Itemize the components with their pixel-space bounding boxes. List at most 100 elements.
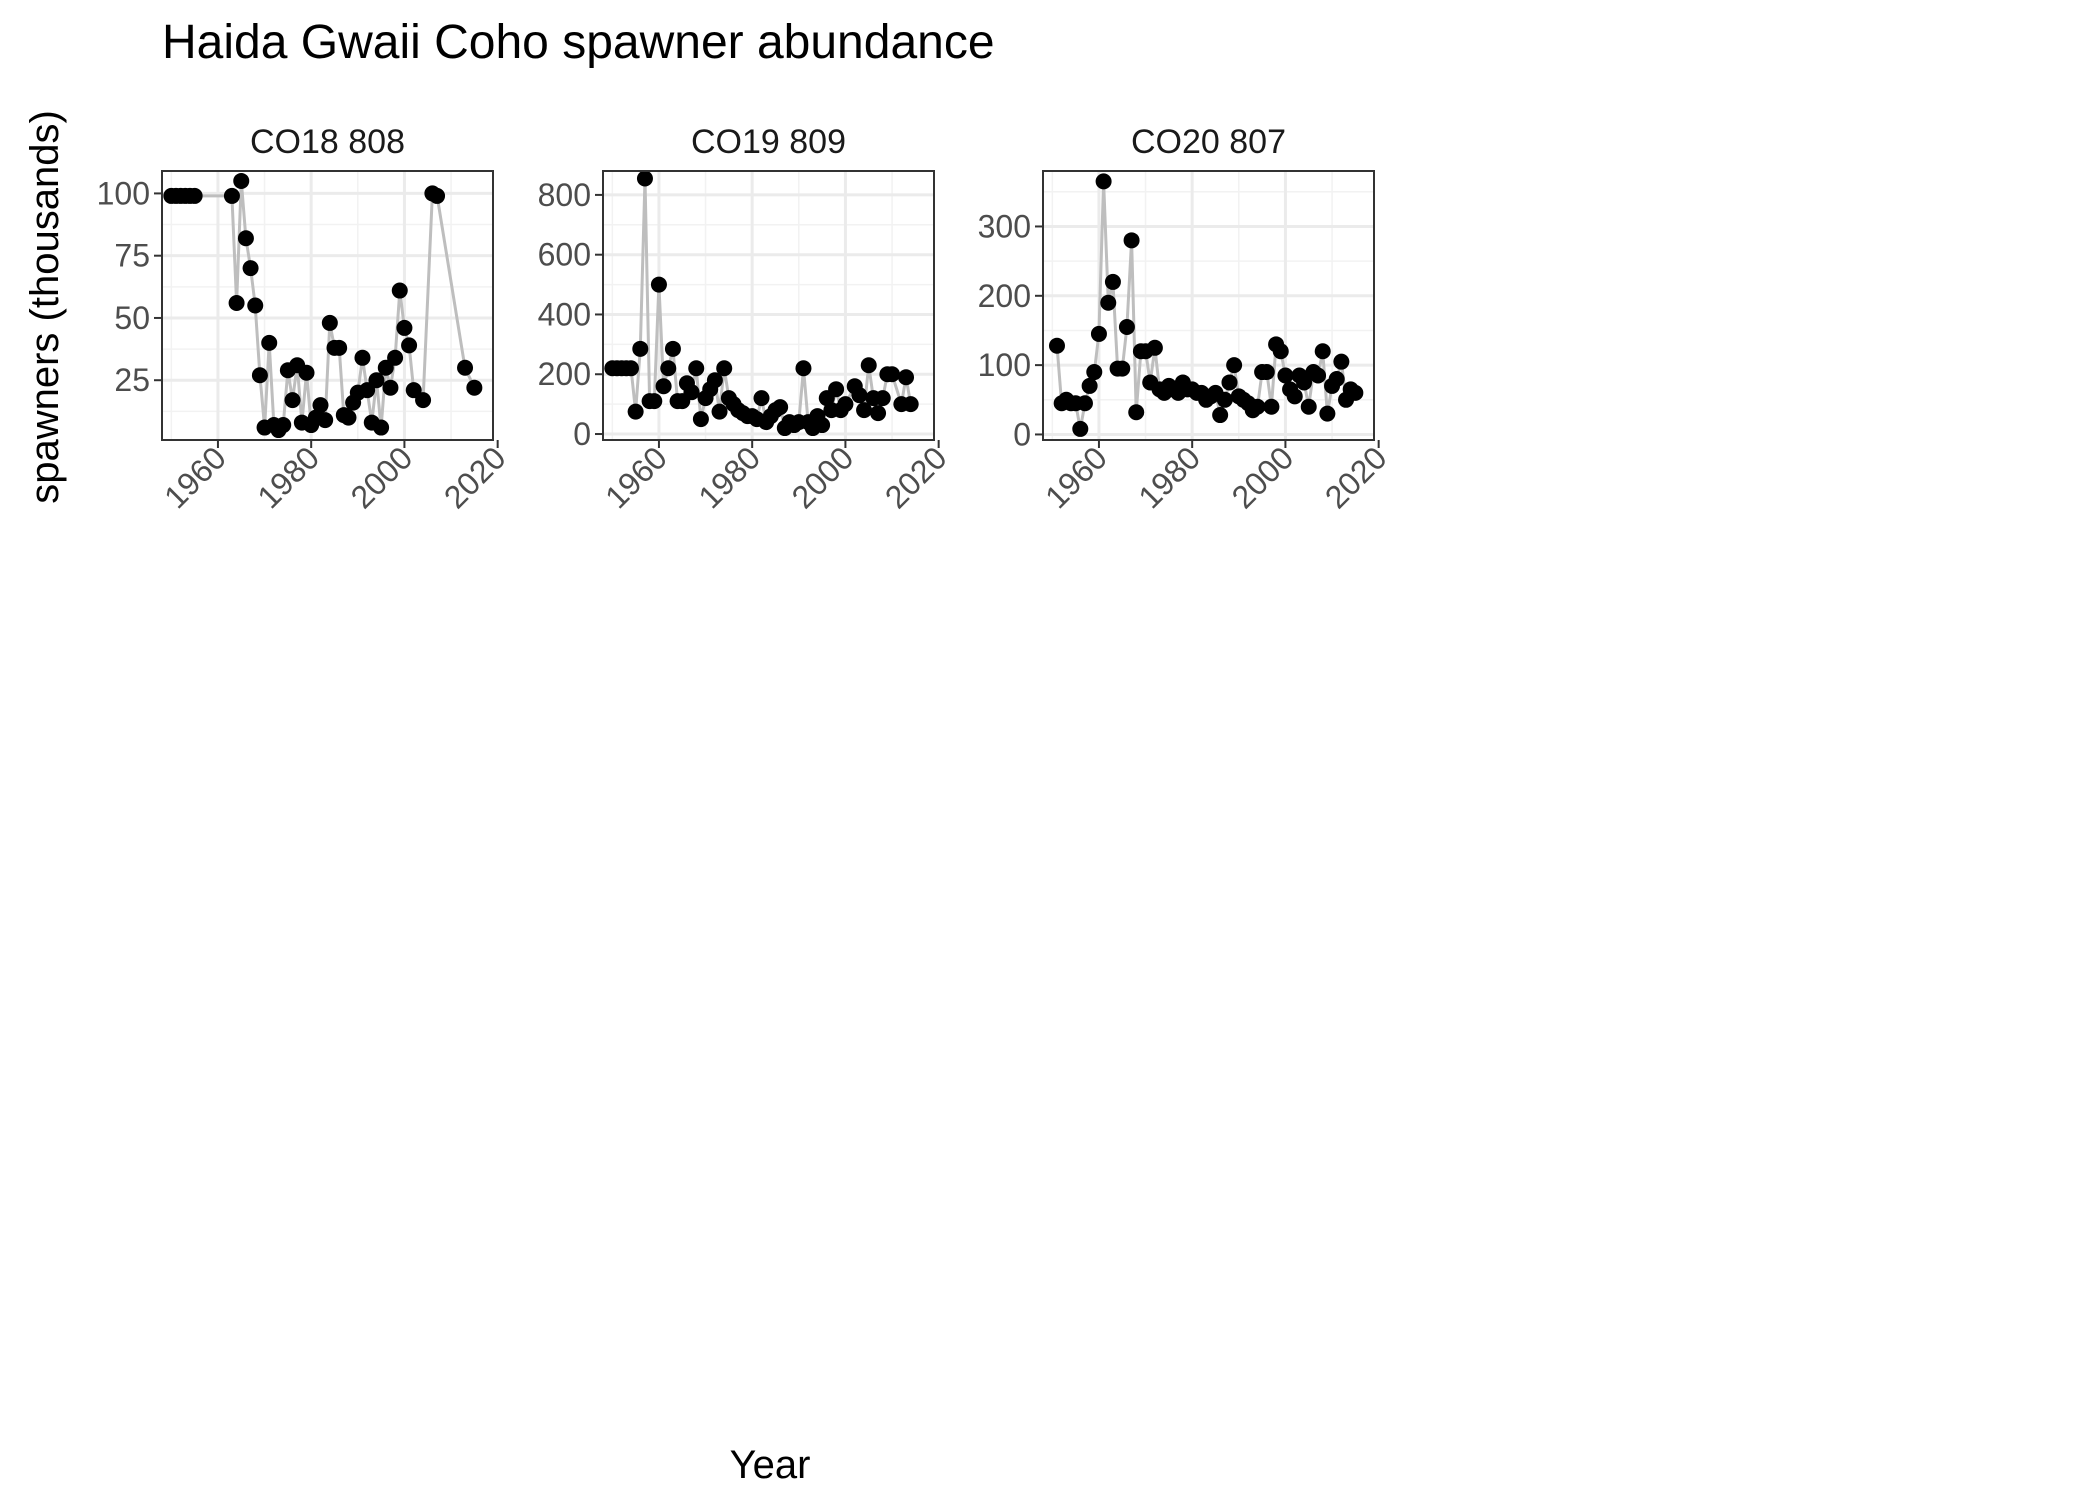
facet-strip-label: CO19 809 [691, 123, 846, 161]
data-point [874, 390, 891, 407]
data-point [368, 372, 385, 389]
data-point [711, 403, 728, 420]
data-point [706, 372, 723, 389]
data-point [261, 334, 278, 351]
y-tick-label: 200 [978, 278, 1031, 314]
data-point [632, 340, 649, 357]
y-tick-label: 800 [538, 177, 591, 213]
panel-border [602, 170, 935, 441]
data-point [331, 339, 348, 356]
data-point [1128, 404, 1145, 421]
data-point [1118, 318, 1135, 335]
data-point [1076, 395, 1093, 412]
data-point [312, 397, 329, 414]
data-point [1048, 337, 1065, 354]
data-point [898, 369, 915, 386]
data-point [1226, 357, 1243, 374]
data-point [1114, 360, 1131, 377]
y-tick-label: 75 [114, 238, 150, 274]
data-point [660, 360, 677, 377]
data-point [233, 172, 250, 189]
data-point [828, 381, 845, 398]
data-point [1328, 370, 1345, 387]
data-point [1072, 420, 1089, 437]
data-point [870, 405, 887, 422]
data-point [317, 412, 334, 429]
y-tick-label: 200 [538, 356, 591, 392]
data-point [1310, 367, 1327, 384]
facet-strip-label: CO18 808 [250, 123, 405, 161]
data-point [1286, 388, 1303, 405]
data-point [1216, 391, 1233, 408]
panel-border [1042, 170, 1375, 441]
data-point [284, 392, 301, 409]
data-point [354, 349, 371, 366]
data-point [1263, 398, 1280, 415]
data-point [340, 409, 357, 426]
data-point [814, 417, 831, 434]
panel-grid [603, 171, 934, 440]
data-point [860, 357, 877, 374]
data-point [247, 297, 264, 314]
data-point [683, 384, 700, 401]
data-point [692, 411, 709, 428]
data-point [856, 402, 873, 419]
data-point [401, 337, 418, 354]
data-point [655, 378, 672, 395]
data-point [1081, 377, 1098, 394]
data-point [466, 379, 483, 396]
data-point [298, 364, 315, 381]
data-point [237, 230, 254, 247]
y-tick-label: 100 [978, 347, 1031, 383]
data-point [457, 359, 474, 376]
data-point [1095, 173, 1112, 190]
data-point [223, 187, 240, 204]
y-tick-label: 600 [538, 237, 591, 273]
data-point [1300, 398, 1317, 415]
x-axis-title: Year [730, 1443, 811, 1487]
data-point [753, 390, 770, 407]
data-point [391, 282, 408, 299]
data-point [772, 399, 789, 416]
data-point [1296, 374, 1313, 391]
data-point [884, 366, 901, 383]
data-point [664, 340, 681, 357]
y-tick-label: 0 [1013, 416, 1031, 452]
data-point [382, 379, 399, 396]
data-point [429, 187, 446, 204]
data-point [396, 319, 413, 336]
data-point [275, 417, 292, 434]
data-point [636, 170, 653, 187]
y-tick-label: 100 [97, 175, 150, 211]
data-point [1347, 384, 1364, 401]
y-tick-label: 50 [114, 300, 150, 336]
y-tick-label: 25 [114, 362, 150, 398]
data-point [851, 387, 868, 404]
data-point [251, 367, 268, 384]
y-axis-title: spawners (thousands) [23, 110, 67, 504]
data-point [387, 349, 404, 366]
data-point [627, 403, 644, 420]
data-point [1319, 405, 1336, 422]
data-point [321, 314, 338, 331]
data-point [1258, 364, 1275, 381]
data-point [373, 419, 390, 436]
data-point [795, 360, 812, 377]
data-point [1123, 232, 1140, 249]
data-point [1100, 294, 1117, 311]
panel-border [161, 170, 494, 441]
data-point [242, 260, 259, 277]
y-tick-label: 0 [573, 416, 591, 452]
chart-title: Haida Gwaii Coho spawner abundance [162, 16, 995, 69]
data-point [1212, 407, 1229, 424]
data-point [1104, 273, 1121, 290]
data-point [1333, 353, 1350, 370]
data-point [646, 393, 663, 410]
data-point [1090, 325, 1107, 342]
data-point [1221, 374, 1238, 391]
